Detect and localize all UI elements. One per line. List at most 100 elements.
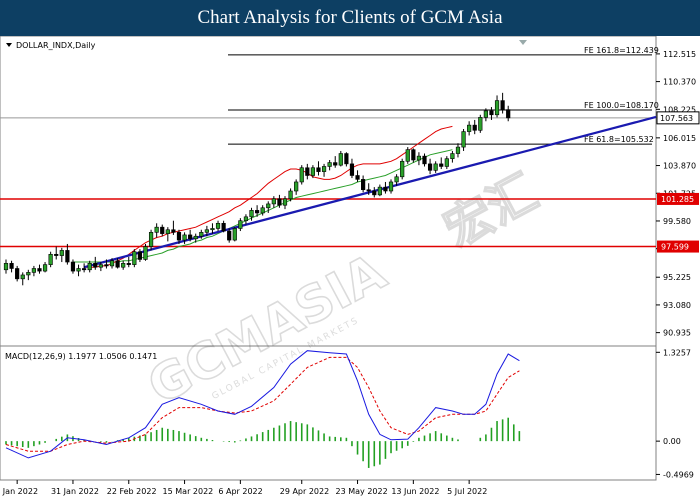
candle-body [165,229,170,234]
candle-body [54,253,59,256]
macd-pane [0,345,657,481]
candle-body [15,268,20,280]
candle-body [500,100,505,110]
fibonacci-label: FE 61.8=105.532 [584,135,654,144]
candle-body [143,246,148,260]
candle-body [294,181,299,192]
candle-body [377,186,382,196]
fibonacci-label: FE 100.0=108.170 [584,101,659,110]
candle-body [48,253,53,265]
candle-body [20,274,25,280]
price-pane [0,36,657,347]
candle-body [42,264,48,272]
candle-body [271,198,276,205]
x-tick-label: 7 Jan 2022 [0,487,38,496]
candle-body [3,263,9,271]
candle-body [372,190,377,196]
y-tick-label: 93.080 [663,301,691,310]
candle-body [160,226,165,234]
x-tick-label: 6 Apr 2022 [218,487,262,496]
candle-body [305,167,310,176]
candle-body [506,109,511,119]
candle-body [349,163,355,176]
x-tick-label: 23 May 2022 [336,487,388,496]
header-banner: Chart Analysis for Clients of GCM Asia [0,0,700,36]
candle-body [148,232,154,247]
symbol-title: DOLLAR_INDX,Daily [16,41,96,50]
candle-body [310,167,316,176]
candle-body [361,179,366,191]
y-tick-label: 106.015 [663,134,696,143]
current-price-tag [656,111,700,125]
candle-body [422,155,427,165]
candle-body [121,263,126,268]
level-price-tag [657,192,699,205]
candle-body [405,149,410,162]
candle-body [93,263,98,268]
candle-body [65,250,70,263]
x-tick-label: 5 Jul 2022 [447,487,487,496]
candle-body [444,158,449,167]
macd-y-tick-label: -0.4969 [663,470,694,479]
candle-body [299,167,304,183]
candle-body [132,251,137,265]
candle-body [411,149,416,161]
candle-body [427,163,433,171]
current-price-label: 107.563 [660,114,693,123]
candle-body [87,263,92,271]
candle-body [400,160,405,178]
y-tick-label: 95.225 [663,273,691,282]
y-tick-label: 99.580 [663,217,691,226]
macd-y-tick-label: 1.3257 [663,348,691,357]
fibonacci-label: FE 161.8=112.439 [584,46,659,55]
candle-body [416,155,422,161]
candle-body [266,203,271,209]
candle-body [489,110,494,116]
candle-body [461,131,466,148]
candle-body [82,268,87,271]
candle-body [31,268,36,273]
candle-body [483,110,488,118]
candle-body [109,260,115,267]
x-tick-label: 15 Mar 2022 [163,487,214,496]
candle-body [171,229,176,233]
x-tick-label: 29 Apr 2022 [280,487,329,496]
page-title: Chart Analysis for Clients of GCM Asia [197,7,503,28]
macd-title: MACD(12,26,9) 1.1977 1.0506 0.1471 [5,352,157,361]
macd-y-tick-label: 0.00 [663,437,681,446]
candle-body [338,153,343,166]
candle-body [394,176,399,183]
candle-body [59,250,64,256]
candle-body [238,220,243,229]
x-tick-label: 31 Jan 2022 [51,487,99,496]
level-price-tag [657,240,699,253]
fibonacci-anchor-icon [519,40,527,45]
candle-body [126,263,131,265]
candle-body [232,228,237,241]
candle-body [227,230,232,241]
candle-body [137,251,143,260]
candle-body [366,189,371,192]
candle-body [215,222,221,229]
candle-body [26,272,31,276]
candle-body [9,263,14,269]
dropdown-triangle-icon[interactable] [6,43,12,47]
candle-body [188,234,193,240]
candle-body [455,146,461,154]
candle-body [204,229,209,233]
candle-body [199,232,204,237]
candle-body [478,117,483,131]
y-tick-label: 110.370 [663,78,696,87]
candle-body [115,260,120,268]
candle-body [344,153,349,165]
chart-area: GCMASIA 宏汇 GLOBAL CAPITAL MARKETS DOLLAR… [0,36,700,496]
candle-body [277,198,282,206]
level-price-label: 101.285 [661,195,694,204]
candle-body [316,167,321,172]
candle-body [383,186,388,192]
candle-body [333,162,338,166]
candle-body [327,162,332,167]
y-tick-label: 90.935 [663,329,691,338]
candle-body [98,264,103,268]
candle-body [321,166,327,172]
